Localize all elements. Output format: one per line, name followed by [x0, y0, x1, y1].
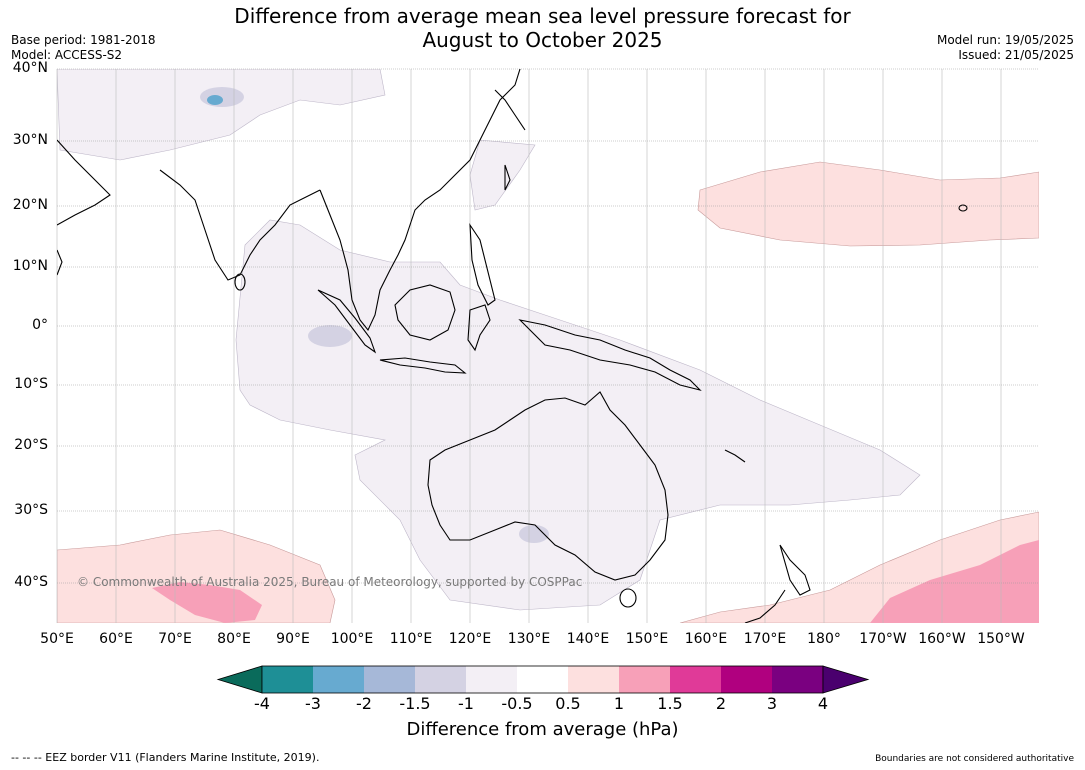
colorbar-tick-label: 4	[817, 694, 829, 713]
negative-anomaly-region	[469, 139, 536, 211]
colorbar-segment	[619, 666, 670, 693]
colorbar-tick-label: -1	[458, 694, 474, 713]
copyright-text: © Commonwealth of Australia 2025, Bureau…	[77, 575, 583, 589]
colorbar-tick-label: 0.5	[555, 694, 581, 713]
lon-label: 110°E	[389, 631, 433, 647]
lon-label: 160°W	[918, 631, 966, 647]
colorbar-segment	[517, 666, 568, 693]
lon-label: 90°E	[276, 631, 310, 647]
strong-positive-region	[152, 582, 262, 623]
issued-text: Issued: 21/05/2025	[958, 48, 1074, 62]
boundary-note: Boundaries are not considered authoritat…	[875, 754, 1074, 764]
meta-left: Base period: 1981-2018 Model: ACCESS-S2	[11, 33, 156, 63]
lon-label: 170°W	[859, 631, 907, 647]
colorbar	[216, 665, 870, 694]
coastlines	[57, 69, 968, 623]
model-run-text: Model run: 19/05/2025	[936, 33, 1074, 47]
colorbar-extend-max	[822, 665, 870, 694]
strong-negative-patch	[207, 95, 223, 105]
page-title: Difference from average mean sea level p…	[0, 4, 1085, 52]
graticule-meridians	[56, 69, 1002, 623]
lat-label: 20°S	[14, 437, 48, 453]
lat-label: 30°N	[12, 132, 48, 148]
lon-label: 60°E	[99, 631, 133, 647]
colorbar-tick-label: 2	[715, 694, 727, 713]
colorbar-segment	[262, 666, 313, 693]
lon-label: 140°E	[566, 631, 610, 647]
colorbar-tick-label: -1.5	[399, 694, 431, 713]
lon-label: 50°E	[40, 631, 74, 647]
lat-label: 10°S	[14, 376, 48, 392]
strong-negative-patch	[308, 325, 352, 347]
lat-label: 30°S	[14, 502, 48, 518]
lon-label: 150°W	[977, 631, 1025, 647]
colorbar-tick-label: 1.5	[657, 694, 683, 713]
lon-label: 70°E	[158, 631, 192, 647]
lat-label: 40°N	[12, 60, 48, 76]
strong-negative-patch	[519, 525, 549, 543]
colorbar-segment	[772, 666, 823, 693]
colorbar-segment	[415, 666, 466, 693]
colorbar-tick-label: -2	[356, 694, 372, 713]
lat-label: 0°	[32, 317, 48, 333]
lat-label: 40°S	[14, 574, 48, 590]
lon-label: 170°E	[743, 631, 787, 647]
lon-label: 120°E	[448, 631, 492, 647]
lon-label: 100°E	[330, 631, 374, 647]
colorbar-tick-label: 1	[613, 694, 625, 713]
colorbar-extend-min	[216, 665, 263, 694]
lon-label: 150°E	[625, 631, 669, 647]
colorbar-tick-label: 3	[766, 694, 778, 713]
lon-label: 80°E	[217, 631, 251, 647]
lat-label: 20°N	[12, 197, 48, 213]
negative-anomaly-region	[235, 219, 921, 611]
colorbar-segment	[466, 666, 517, 693]
lat-label: 10°N	[12, 258, 48, 274]
lon-label: 160°E	[684, 631, 728, 647]
anomaly-layer	[57, 69, 1039, 623]
model-text: Model: ACCESS-S2	[11, 48, 123, 62]
colorbar-segment	[364, 666, 415, 693]
colorbar-segment	[568, 666, 619, 693]
strong-negative-patch	[200, 87, 244, 107]
positive-anomaly-region	[57, 529, 336, 623]
colorbar-title: Difference from average (hPa)	[406, 719, 679, 740]
eez-note: -- -- -- EEZ border V11 (Flanders Marine…	[11, 751, 320, 764]
colorbar-segment	[721, 666, 772, 693]
colorbar-segment	[313, 666, 364, 693]
lon-label: 180°	[807, 631, 841, 647]
colorbar-segment	[670, 666, 721, 693]
colorbar-tick-label: -3	[305, 694, 321, 713]
lon-label: 130°E	[507, 631, 551, 647]
title-line-2: August to October 2025	[422, 28, 663, 52]
strong-positive-region	[870, 540, 1039, 623]
colorbar-tick-label: -4	[254, 694, 270, 713]
base-period-text: Base period: 1981-2018	[11, 33, 156, 47]
colorbar-tick-label: -0.5	[501, 694, 533, 713]
positive-anomaly-region	[697, 161, 1039, 247]
meta-right: Model run: 19/05/2025 Issued: 21/05/2025	[937, 33, 1074, 63]
negative-anomaly-region	[57, 69, 386, 161]
title-line-1: Difference from average mean sea level p…	[234, 4, 851, 28]
